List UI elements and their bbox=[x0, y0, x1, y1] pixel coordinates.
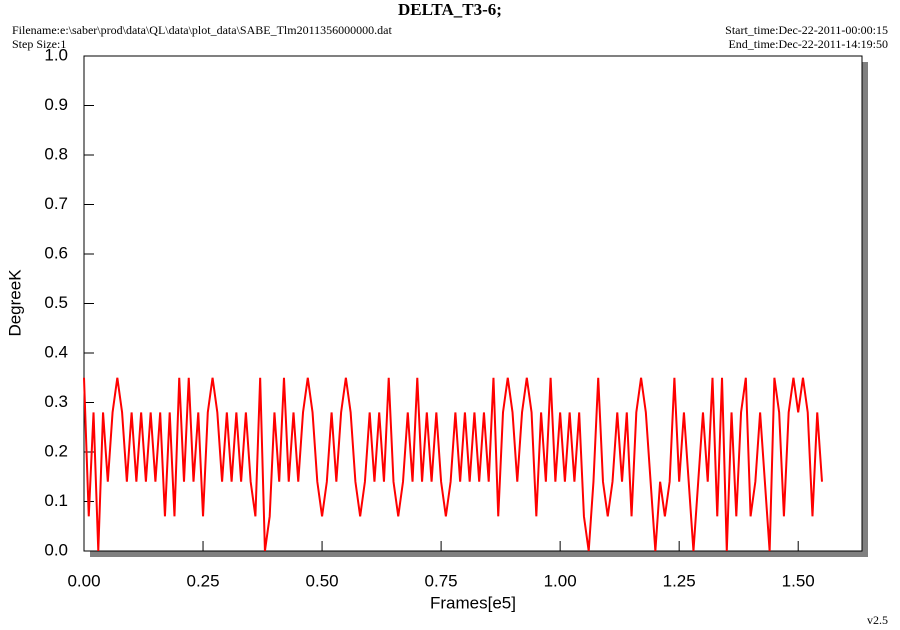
x-tick-label: 0.25 bbox=[186, 571, 219, 590]
step-size: Step Size:1 bbox=[12, 37, 66, 51]
filename: Filename:e:\saber\prod\data\QL\data\plot… bbox=[12, 23, 392, 37]
y-tick-label: 0.9 bbox=[44, 95, 68, 114]
x-tick-label: 0.00 bbox=[67, 571, 100, 590]
y-tick-label: 0.4 bbox=[44, 342, 68, 361]
x-tick-label: 1.25 bbox=[663, 571, 696, 590]
y-tick-label: 0.0 bbox=[44, 540, 68, 559]
x-tick-label: 1.50 bbox=[782, 571, 815, 590]
y-tick-label: 0.8 bbox=[44, 144, 68, 163]
y-axis-label: DegreeK bbox=[5, 269, 24, 337]
y-tick-label: 0.6 bbox=[44, 243, 68, 262]
y-tick-label: 1.0 bbox=[44, 45, 68, 64]
chart-title: DELTA_T3-6; bbox=[398, 0, 502, 19]
version: v2.5 bbox=[867, 613, 888, 627]
y-tick-label: 0.2 bbox=[44, 441, 68, 460]
y-tick-label: 0.7 bbox=[44, 194, 68, 213]
x-tick-label: 0.50 bbox=[306, 571, 339, 590]
data-line bbox=[83, 377, 823, 552]
x-tick-label: 1.00 bbox=[544, 571, 577, 590]
plot-area bbox=[83, 55, 863, 552]
y-tick-label: 0.1 bbox=[44, 491, 68, 510]
y-tick-label: 0.5 bbox=[44, 293, 68, 312]
end-time: End_time:Dec-22-2011-14:19:50 bbox=[728, 37, 888, 51]
start-time: Start_time:Dec-22-2011-00:00:15 bbox=[725, 23, 888, 37]
x-tick-label: 0.75 bbox=[425, 571, 458, 590]
y-tick-label: 0.3 bbox=[44, 392, 68, 411]
x-axis-label: Frames[e5] bbox=[430, 593, 516, 612]
